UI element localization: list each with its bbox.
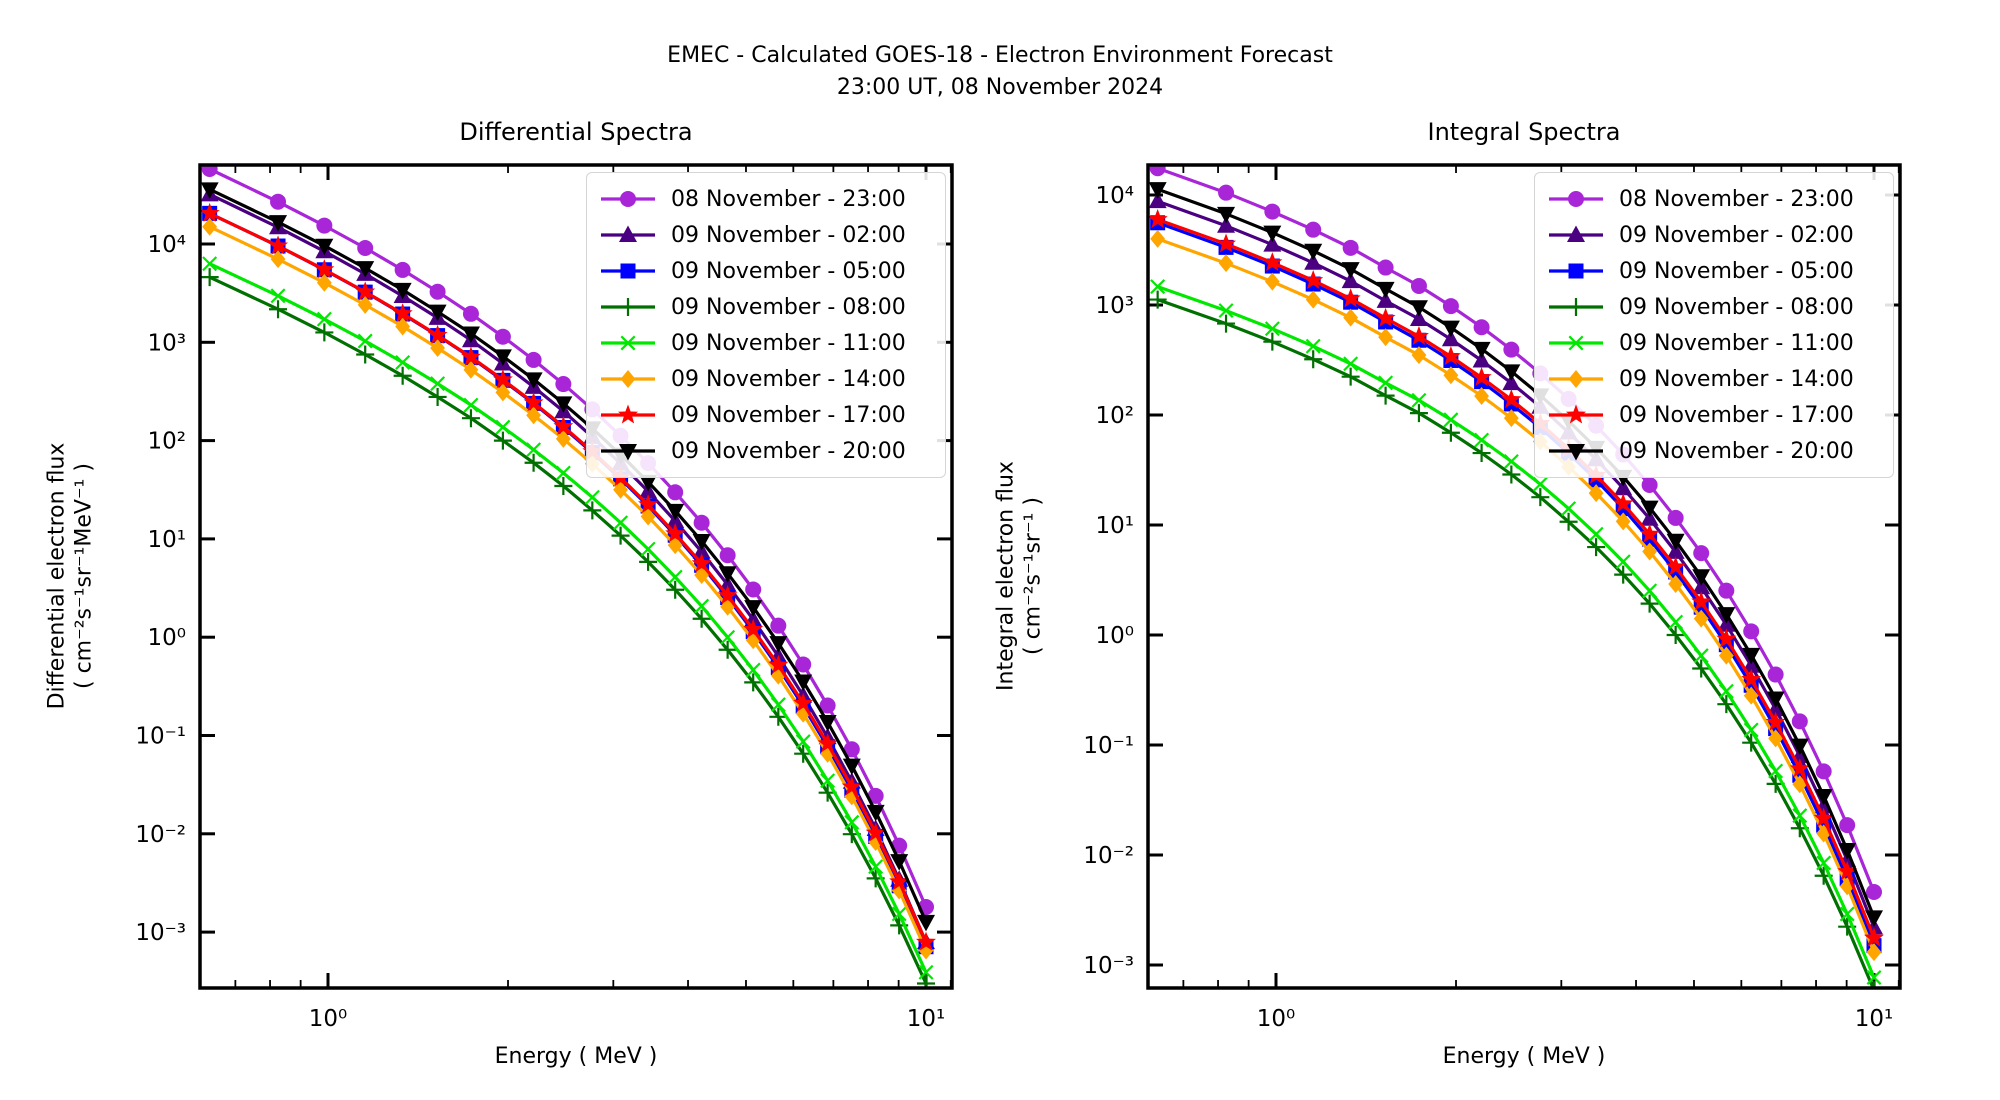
legend-label: 09 November - 20:00 [671,438,906,464]
y-tick-label: 10² [148,429,187,455]
y-tick-label: 10⁻² [135,822,186,848]
y-axis-unit-text: ( cm⁻²s⁻¹sr⁻¹MeV⁻¹ ) [71,463,97,689]
y-tick-label: 10⁻¹ [1083,733,1134,759]
differential-x-axis-label: Energy ( MeV ) [494,1044,658,1069]
legend-label: 09 November - 02:00 [1619,222,1854,248]
suptitle-line1: EMEC - Calculated GOES-18 - Electron Env… [667,43,1333,68]
figure-suptitle: EMEC - Calculated GOES-18 - Electron Env… [0,40,2000,104]
y-tick-label: 10¹ [148,527,187,553]
y-tick-label: 10³ [148,330,187,356]
differential-y-axis-label: Differential electron flux ( cm⁻²s⁻¹sr⁻¹… [44,163,98,990]
integral-legend: 08 November - 23:00 09 November - 02:00 09… [1534,172,1894,478]
legend-label: 09 November - 08:00 [1619,294,1854,320]
legend-entry-09-november-17-00: 09 November - 17:00 [1547,397,1881,433]
legend-entry-09-november-11-00: 09 November - 11:00 [1547,325,1881,361]
legend-entry-09-november-08-00: 09 November - 08:00 [1547,289,1881,325]
y-tick-label: 10⁻² [1083,843,1134,869]
legend-star-icon [1549,404,1603,424]
y-tick-label: 10⁻³ [135,920,186,946]
y-axis-label-text: Integral electron flux [993,461,1019,691]
legend-label: 09 November - 11:00 [671,330,906,356]
legend-label: 09 November - 20:00 [1619,438,1854,464]
y-tick-label: 10⁴ [1096,183,1135,209]
legend-label: 09 November - 05:00 [1619,258,1854,284]
legend-entry-09-november-05-00: 09 November - 05:00 [1547,253,1881,289]
integral-y-axis-label: Integral electron flux ( cm⁻²s⁻¹sr⁻¹ ) [993,163,1047,990]
legend-entry-09-november-20-00: 09 November - 20:00 [599,433,933,469]
legend-label: 09 November - 17:00 [671,402,906,428]
legend-label: 09 November - 05:00 [671,258,906,284]
legend-entry-08-november-23-00: 08 November - 23:00 [1547,181,1881,217]
legend-star-icon [601,404,655,424]
integral-x-axis-label: Energy ( MeV ) [1442,1044,1606,1069]
legend-entry-09-november-11-00: 09 November - 11:00 [599,325,933,361]
legend-x-icon [1549,335,1603,351]
y-tick-label: 10³ [1096,293,1135,319]
y-tick-label: 10¹ [1096,513,1135,539]
x-tick-label: 10⁰ [1257,1006,1296,1032]
legend-entry-09-november-20-00: 09 November - 20:00 [1547,433,1881,469]
legend-label: 08 November - 23:00 [671,186,906,212]
legend-triangle-up-icon [1549,225,1603,242]
legend-circle-icon [601,191,655,207]
x-tick-label: 10¹ [907,1006,946,1032]
y-axis-unit-text: ( cm⁻²s⁻¹sr⁻¹ ) [1020,497,1046,655]
legend-entry-09-november-14-00: 09 November - 14:00 [1547,361,1881,397]
legend-plus-icon [601,298,655,316]
legend-triangle-down-icon [1549,444,1603,461]
legend-entry-09-november-02-00: 09 November - 02:00 [1547,217,1881,253]
legend-entry-09-november-17-00: 09 November - 17:00 [599,397,933,433]
legend-diamond-icon [1549,370,1603,388]
legend-label: 09 November - 14:00 [1619,366,1854,392]
legend-label: 09 November - 17:00 [1619,402,1854,428]
legend-label: 09 November - 11:00 [1619,330,1854,356]
legend-label: 08 November - 23:00 [1619,186,1854,212]
suptitle-line2: 23:00 UT, 08 November 2024 [836,75,1164,100]
y-tick-label: 10⁻³ [1083,953,1134,979]
y-tick-label: 10⁰ [148,625,187,651]
legend-label: 09 November - 14:00 [671,366,906,392]
x-tick-label: 10⁰ [309,1006,348,1032]
legend-entry-09-november-02-00: 09 November - 02:00 [599,217,933,253]
differential-legend: 08 November - 23:00 09 November - 02:00 09… [586,172,946,478]
legend-circle-icon [1549,191,1603,207]
y-tick-label: 10⁰ [1096,623,1135,649]
legend-plus-icon [1549,298,1603,316]
legend-entry-09-november-05-00: 09 November - 05:00 [599,253,933,289]
legend-x-icon [601,335,655,351]
legend-square-icon [1549,263,1603,279]
y-axis-label-text: Differential electron flux [44,442,70,710]
legend-entry-09-november-14-00: 09 November - 14:00 [599,361,933,397]
x-tick-label: 10¹ [1855,1006,1894,1032]
legend-square-icon [601,263,655,279]
legend-diamond-icon [601,370,655,388]
y-tick-label: 10⁻¹ [135,724,186,750]
legend-label: 09 November - 02:00 [671,222,906,248]
legend-triangle-up-icon [601,225,655,242]
integral-plot-title: Integral Spectra [1427,118,1621,146]
legend-entry-08-november-23-00: 08 November - 23:00 [599,181,933,217]
legend-triangle-down-icon [601,444,655,461]
legend-entry-09-november-08-00: 09 November - 08:00 [599,289,933,325]
y-tick-label: 10⁴ [148,232,187,258]
legend-label: 09 November - 08:00 [671,294,906,320]
differential-plot-title: Differential Spectra [459,118,693,146]
y-tick-label: 10² [1096,403,1135,429]
